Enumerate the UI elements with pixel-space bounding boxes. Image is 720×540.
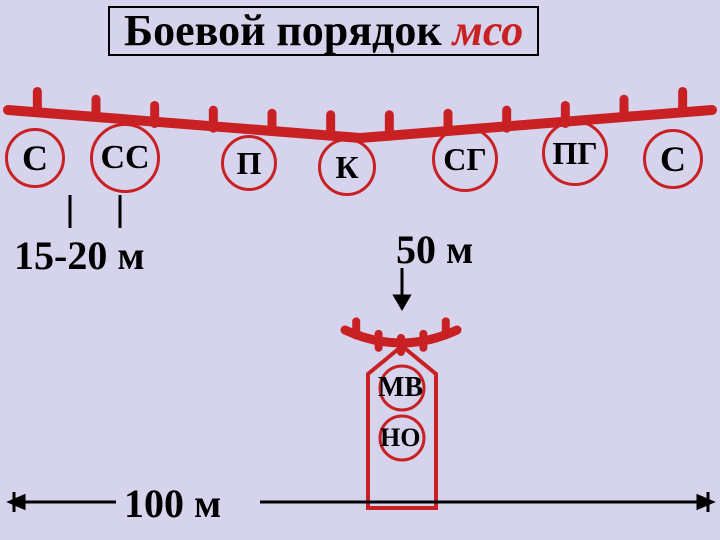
position-p: П — [221, 135, 277, 191]
position-k: К — [318, 138, 376, 196]
diagram-canvas: Боевой порядок мсо СССПКСГПГС 15-20 м 50… — [0, 0, 720, 540]
position-pg: ПГ — [542, 120, 608, 186]
position-c-right: С — [643, 129, 703, 189]
no-label: НО — [380, 423, 420, 453]
position-c-left: С — [5, 128, 65, 188]
width-label: 100 м — [124, 480, 221, 527]
title-box: Боевой порядок мсо — [108, 6, 539, 56]
position-cc: СС — [90, 123, 160, 193]
depth-label: 50 м — [396, 226, 473, 273]
position-sg: СГ — [432, 126, 498, 192]
mv-label: МВ — [378, 372, 423, 404]
title-red: мсо — [453, 6, 524, 55]
title-black: Боевой порядок — [124, 6, 453, 55]
spacing-label: 15-20 м — [14, 232, 145, 279]
